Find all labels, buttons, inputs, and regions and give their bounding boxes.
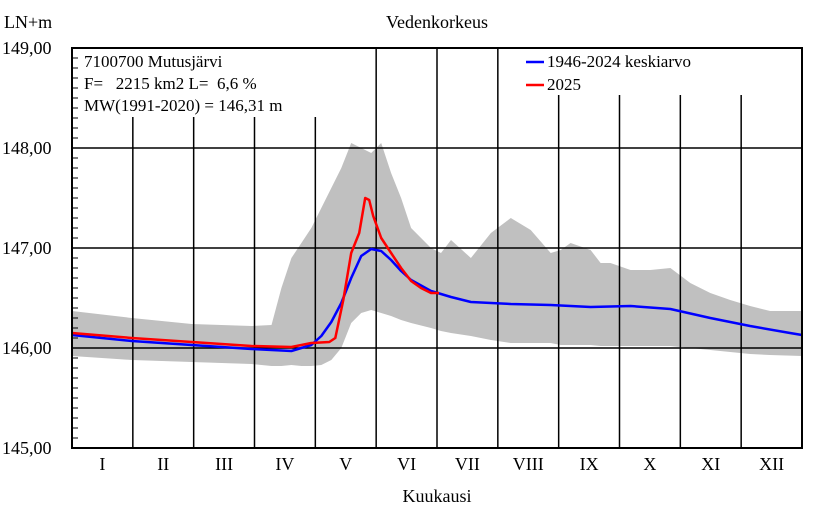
catchment-area: F= 2215 km2 L= 6,6 % <box>84 74 257 93</box>
chart-title: Vedenkorkeus <box>386 12 488 32</box>
x-tick-label: VII <box>455 454 480 474</box>
series-line-mean <box>71 247 803 353</box>
x-axis-label: Kuukausi <box>403 486 472 506</box>
y-axis-unit: LN+m <box>4 12 52 32</box>
y-tick-label: 145,00 <box>2 438 52 458</box>
x-tick-label: XI <box>701 454 720 474</box>
y-tick-label: 148,00 <box>2 138 52 158</box>
x-tick-label: VIII <box>513 454 544 474</box>
y-tick-label: 147,00 <box>2 238 52 258</box>
legend-background <box>520 49 742 95</box>
x-axis: I II III IV V VI VII VIII IX X XI XII <box>99 454 784 474</box>
x-tick-label: IX <box>580 454 599 474</box>
plot-area <box>71 47 803 449</box>
grid-lines <box>72 48 802 448</box>
x-tick-label: XII <box>759 454 784 474</box>
series-line-2025 <box>71 196 439 349</box>
y-axis: 145,00 146,00 147,00 148,00 149,00 <box>2 38 52 458</box>
legend: 1946-2024 keskiarvo 2025 <box>520 49 742 95</box>
x-tick-label: V <box>339 454 352 474</box>
x-tick-label: II <box>157 454 169 474</box>
y-tick-label: 149,00 <box>2 38 52 58</box>
x-tick-label: IV <box>275 454 294 474</box>
station-info-background <box>80 49 342 117</box>
station-name: 7100700 Mutusjärvi <box>84 52 223 71</box>
legend-label-mean: 1946-2024 keskiarvo <box>547 52 691 71</box>
x-tick-label: X <box>643 454 656 474</box>
plot-frame <box>71 47 803 449</box>
mean-water-level: MW(1991-2020) = 146,31 m <box>84 96 282 115</box>
x-tick-label: VI <box>397 454 416 474</box>
x-tick-label: III <box>215 454 233 474</box>
legend-label-2025: 2025 <box>547 75 581 94</box>
station-info: 7100700 Mutusjärvi F= 2215 km2 L= 6,6 % … <box>80 49 342 117</box>
y-tick-label: 146,00 <box>2 338 52 358</box>
x-tick-label: I <box>99 454 105 474</box>
